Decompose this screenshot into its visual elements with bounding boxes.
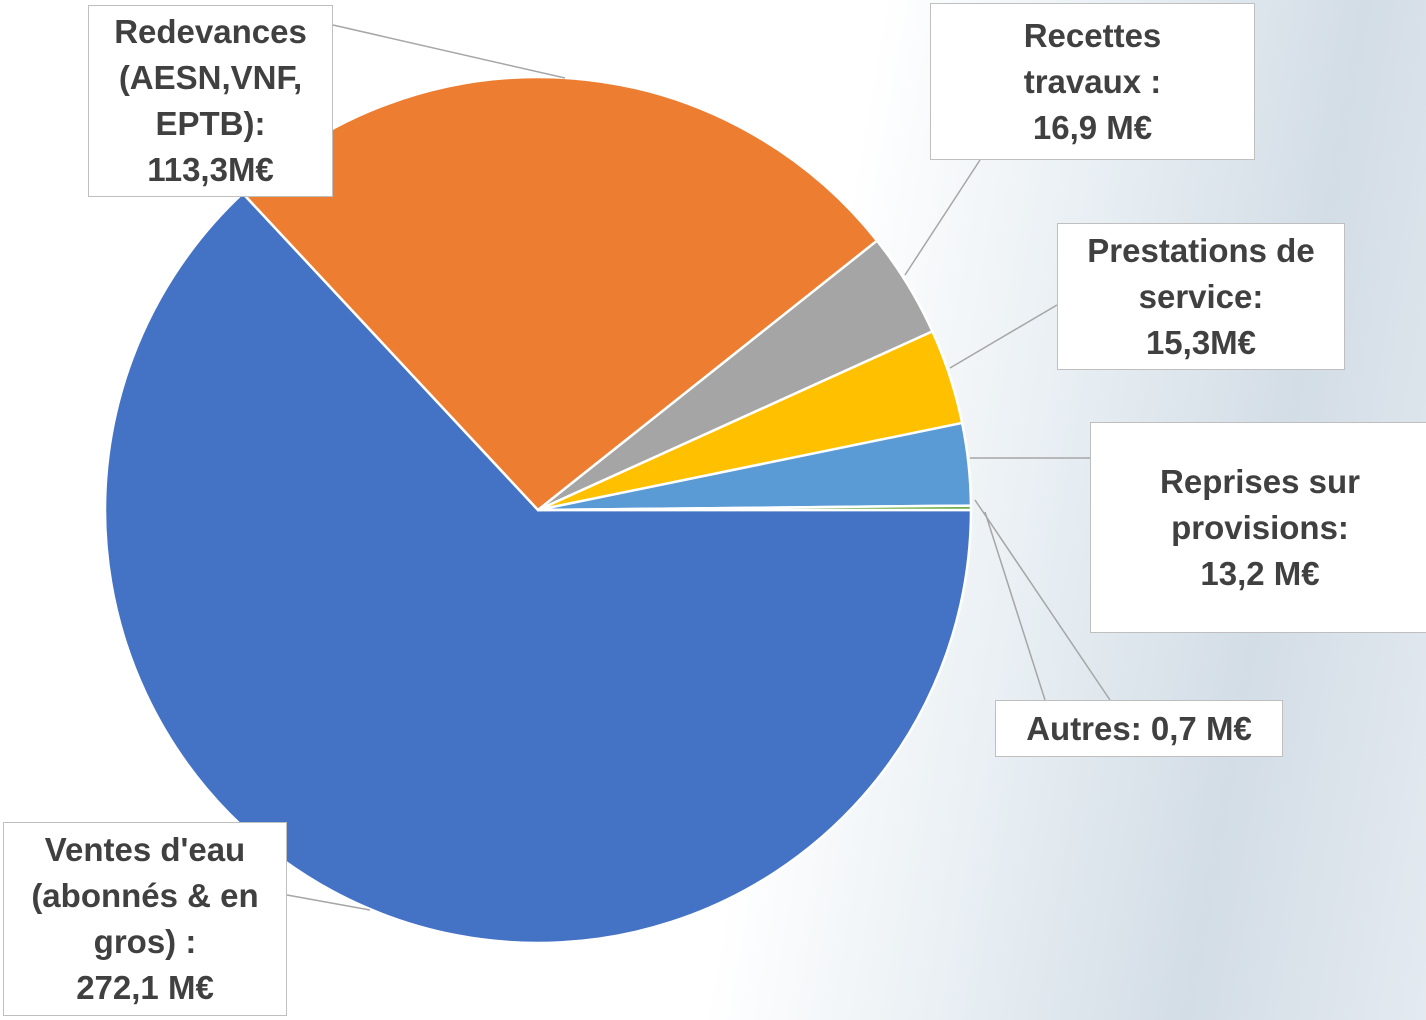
- value-label: 13,2 M€: [1200, 554, 1320, 592]
- value-label: 113,3M€: [147, 151, 274, 188]
- category-label: Autres:: [1026, 710, 1142, 747]
- pie: [103, 75, 973, 945]
- category-label: Reprises sur provisions:: [1160, 462, 1360, 546]
- category-label: Ventes d'eau (abonnés & en gros) :: [31, 831, 259, 960]
- data-label: Autres: 0,7 M€: [995, 700, 1283, 757]
- data-label: Ventes d'eau (abonnés & en gros) : 272,1 …: [3, 822, 287, 1016]
- pie-slice: [537, 504, 973, 512]
- leader-line: [332, 24, 566, 79]
- leader-line: [984, 511, 1046, 701]
- category-label: Recettes travaux :: [1023, 16, 1162, 100]
- value-label: 0,7 M€: [1150, 710, 1252, 747]
- value-label: 15,3M€: [1145, 323, 1257, 361]
- pie-slice: [103, 191, 973, 945]
- leader-line: [904, 159, 981, 276]
- data-label: Redevances (AESN,VNF, EPTB): 113,3M€: [88, 5, 333, 197]
- data-label: Reprises sur provisions: 13,2 M€: [1090, 422, 1426, 633]
- data-label: Recettes travaux : 16,9 M€: [930, 3, 1255, 160]
- data-label: Prestations de service: 15,3M€: [1057, 223, 1345, 370]
- category-label: Prestations de service:: [1087, 231, 1315, 315]
- leader-line: [949, 304, 1058, 369]
- leader-line: [286, 894, 371, 911]
- leader-line: [974, 499, 1111, 701]
- category-label: Redevances (AESN,VNF, EPTB):: [114, 13, 307, 142]
- value-label: 16,9 M€: [1032, 108, 1153, 146]
- value-label: 272,1 M€: [76, 969, 214, 1006]
